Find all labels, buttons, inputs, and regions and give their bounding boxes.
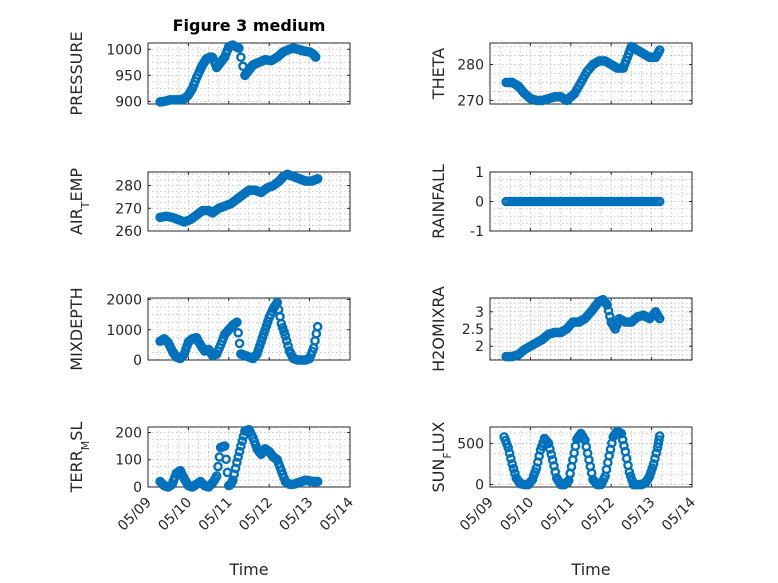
y-axis-label: PRESSURE [67,31,86,115]
data-point [654,313,665,324]
y-tick-label: 0 [475,195,484,211]
subplot-pressure: 900 950 1000 PRESSURE Figure 3 medium [67,16,351,116]
data-point [234,446,245,457]
data-point [237,436,248,446]
data-point [280,331,291,341]
y-tick-label: 1000 [106,323,142,339]
y-tick-label: 1000 [106,42,142,58]
y-tick-label: 270 [457,93,484,109]
data-point [654,435,664,445]
y-tick-label: 0 [133,480,142,496]
x-tick-label: 05/10 [155,495,195,535]
data-point [650,453,660,464]
subplot-terr-msl: 0 100 200 05/09 05/10 05/11 05/12 05/13 05/14 TER… [67,422,357,535]
subplot-h2omixra: 22.53 H2OMIXRA [429,286,693,372]
chart-title: Figure 3 medium [173,16,326,35]
data-point [546,449,557,460]
y-tick-label: 0 [133,353,142,369]
subplot-air-temp: 260 270 280 AIRTEMP [67,168,351,240]
x-tick-label: 05/12 [578,495,618,535]
data-point [221,454,231,465]
data-point [543,438,554,449]
data-point [236,52,246,63]
data-point [233,327,244,338]
data-point [545,444,555,454]
y-axis-label: SUNFLUX [429,421,454,492]
data-point [654,431,665,441]
data-point [503,442,513,453]
y-axis-label: MIXDEPTH [67,287,86,370]
data-point [234,338,245,349]
data-point [506,453,516,464]
y-tick-label: 500 [457,436,484,452]
subplot-rainfall: -1 0 1 RAINFALL [429,164,693,240]
x-axis-label: Time [570,560,610,579]
x-tick-label: 05/09 [115,495,155,535]
data-point [211,471,222,481]
y-tick-label: 2 [475,339,484,355]
x-tick-label: 05/11 [538,495,578,535]
subplot-mixdepth: 0 1000 2000 MIXDEPTH [67,287,351,371]
y-tick-label: 2000 [106,293,142,309]
y-axis-label: H2OMIXRA [429,286,448,372]
x-tick-label: 05/14 [659,494,699,534]
data-point [219,441,230,451]
data-point [233,452,244,462]
data-point [654,45,665,55]
y-tick-label: 0 [475,478,484,494]
x-tick-label: 05/13 [619,495,659,535]
subplot-theta: 270 280 THETA [429,41,693,109]
data-point [236,441,246,451]
x-axis-label: Time [228,560,268,579]
data-point [654,196,665,207]
data-point [213,461,223,472]
y-axis-label: TERRMSL [67,422,92,494]
x-tick-label: 05/12 [236,495,276,535]
data-point [312,174,323,184]
y-tick-label: 900 [115,94,142,110]
y-tick-label: 100 [115,453,142,469]
y-tick-label: 200 [115,425,142,441]
data-point [507,459,518,469]
y-axis-label: AIRTEMP [67,168,92,235]
y-tick-label: -1 [470,224,484,240]
data-point [648,459,659,469]
y-axis-label: RAINFALL [429,164,448,239]
y-tick-label: 2.5 [462,322,484,338]
x-tick-label: 05/09 [457,495,497,535]
x-tick-label: 05/14 [317,494,357,534]
y-tick-label: 1 [475,165,484,181]
y-tick-label: 3 [475,305,484,321]
x-tick-label: 05/13 [277,495,317,535]
y-tick-label: 950 [115,68,142,84]
y-axis-label: THETA [429,48,448,100]
y-tick-label: 280 [457,58,484,74]
data-point [281,336,292,346]
data-point [310,52,321,62]
data-point [234,43,244,54]
y-tick-label: 270 [115,201,142,217]
x-tick-label: 05/11 [196,495,236,535]
data-point [312,321,323,332]
data-point [508,463,519,474]
subplot-sun-flux: 0 500 05/09 05/10 05/11 05/12 05/13 05/14 SUNFLU… [429,421,699,534]
data-point [232,457,242,468]
y-tick-label: 260 [115,224,142,240]
data-point [651,448,662,458]
data-point [504,448,515,458]
x-tick-label: 05/10 [497,495,537,535]
data-point [312,476,323,487]
data-point [232,317,242,327]
y-tick-label: 280 [115,179,142,195]
